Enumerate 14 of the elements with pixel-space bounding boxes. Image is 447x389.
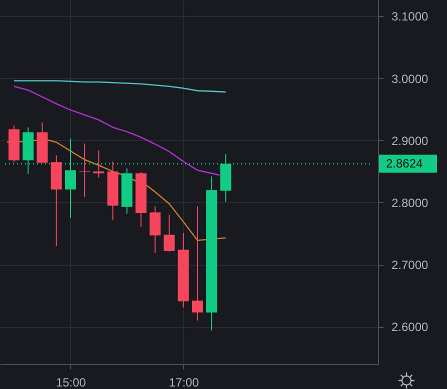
y-tick-label: 2.6000 (392, 320, 429, 334)
y-tick-label: 2.8000 (392, 196, 429, 210)
candlestick (164, 214, 175, 252)
y-tick-label: 2.7000 (392, 258, 429, 272)
candlestick (192, 206, 203, 322)
x-tick-label: 15:00 (56, 376, 86, 389)
x-tick-label: 17:00 (168, 376, 200, 389)
y-tick-label: 3.0000 (392, 72, 429, 86)
y-tick-label: 3.1000 (392, 10, 429, 24)
candlestick (150, 206, 161, 254)
ref-line-label: 2.8624 (386, 156, 424, 171)
candlestick (93, 150, 104, 178)
line-series (13, 80, 226, 93)
y-tick-label: 2.9000 (392, 134, 429, 148)
